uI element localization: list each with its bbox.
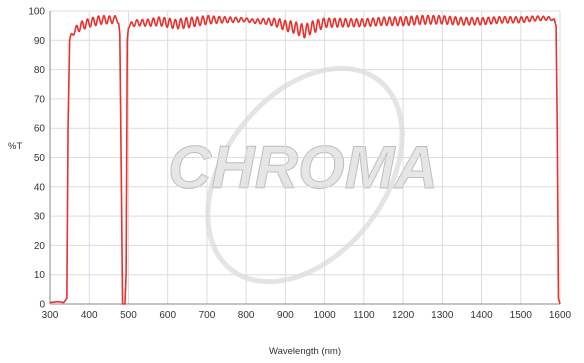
x-tick-label: 1100	[353, 310, 375, 321]
y-tick-label: 60	[34, 124, 46, 135]
x-tick-label: 1000	[313, 310, 336, 321]
watermark-text: CHROMA	[168, 134, 438, 201]
y-tick-label: 40	[34, 182, 46, 193]
y-tick-label: 20	[34, 241, 46, 252]
plot-axes	[49, 11, 560, 305]
x-tick-label: 500	[120, 310, 137, 321]
x-tick-label: 300	[42, 310, 59, 321]
x-tick-label: 1400	[470, 310, 493, 321]
y-axis-label: %T	[8, 141, 22, 152]
x-tick-label: 1200	[392, 310, 415, 321]
y-tick-label: 70	[34, 94, 46, 105]
x-tick-label: 600	[159, 310, 176, 321]
y-tick-label: 30	[34, 212, 46, 223]
y-tick-label: 0	[39, 300, 45, 311]
y-tick-label: 10	[34, 270, 46, 281]
x-tick-label: 900	[277, 310, 294, 321]
plot-grid	[49, 10, 561, 305]
x-tick-label: 1500	[510, 310, 533, 321]
x-tick-label: 1600	[549, 310, 572, 321]
y-tick-label: 90	[34, 36, 46, 47]
tick-labels: 300 400 500 600 700 800 900 1000 1100 1200 1300 140…	[28, 7, 571, 322]
y-tick-label: 80	[34, 65, 46, 76]
x-tick-label: 1300	[431, 310, 454, 321]
transmission-curve	[49, 14, 561, 305]
watermark-swoosh	[205, 65, 405, 285]
x-tick-label: 800	[238, 310, 255, 321]
x-tick-label: 400	[81, 310, 98, 321]
x-axis-label: Wavelength (nm)	[269, 346, 341, 357]
y-tick-label: 100	[28, 7, 45, 18]
y-tick-label: 50	[34, 153, 46, 164]
x-tick-label: 700	[199, 310, 216, 321]
chroma-watermark-logo: CHROMA	[168, 65, 438, 285]
